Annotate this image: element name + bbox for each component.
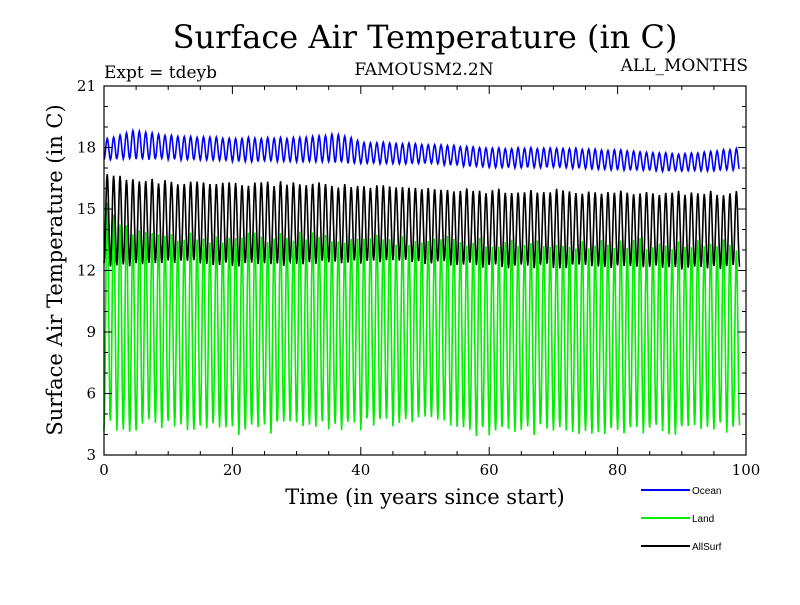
y-tick-label: 3 [86,446,96,464]
x-tick-label: 100 [732,461,761,479]
x-tick-label: 0 [99,461,109,479]
chart-subtitle-left: Expt = tdeyb [104,63,217,83]
legend-label-ocean: Ocean [692,486,721,497]
x-tick-label: 20 [223,461,242,479]
y-tick-label: 18 [77,139,96,157]
x-axis-label: Time (in years since start) [285,485,564,509]
series-line-allsurf [103,173,741,270]
y-tick-label: 21 [77,77,96,95]
x-tick-label: 80 [608,461,627,479]
y-tick-label: 9 [86,323,96,341]
series-line-land [103,202,741,436]
y-tick-label: 15 [77,200,96,218]
legend-label-allsurf: AllSurf [692,542,722,553]
y-axis-label: Surface Air Temperature (in C) [43,104,67,435]
y-tick-label: 12 [77,262,96,280]
plot-area: 0 20 40 60 80 100 3 6 9 12 15 18 21 [77,77,760,479]
y-tick-label: 6 [86,385,96,403]
chart-title: Surface Air Temperature (in C) [173,18,678,56]
legend-label-land: Land [692,514,714,525]
legend: Ocean Land AllSurf [641,486,722,553]
chart-subtitle-right: ALL_MONTHS [620,56,748,76]
x-tick-label: 40 [351,461,370,479]
series-line-ocean [103,127,740,174]
x-tick-label: 60 [480,461,499,479]
chart-subtitle-center: FAMOUSM2.2N [354,60,493,80]
